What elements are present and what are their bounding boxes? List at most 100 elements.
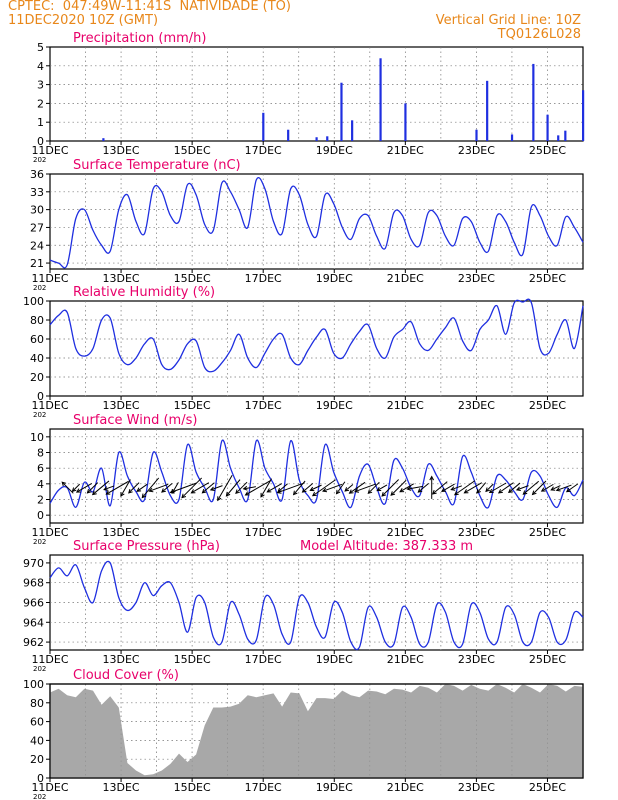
wind-arrow bbox=[508, 482, 521, 493]
x-tick-label: 11DEC bbox=[31, 526, 68, 539]
wind-arrow bbox=[451, 485, 463, 491]
x-tick-label: 13DEC bbox=[103, 526, 140, 539]
wind-arrow bbox=[106, 480, 129, 495]
wind-arrow bbox=[489, 482, 507, 493]
wind-arrow bbox=[354, 483, 377, 493]
y-tick-label: 24 bbox=[30, 239, 44, 252]
wind-arrow-head bbox=[235, 489, 240, 495]
precip-bar bbox=[557, 135, 560, 141]
x-tick-label: 25DEC bbox=[529, 526, 566, 539]
y-tick-label: 20 bbox=[30, 753, 44, 766]
wind-arrow-head bbox=[450, 486, 456, 491]
wind-arrow-head bbox=[86, 488, 92, 494]
series-line bbox=[49, 176, 584, 269]
wind-arrow-head bbox=[453, 490, 459, 496]
wind-arrow bbox=[344, 484, 354, 492]
wind-arrow bbox=[149, 483, 169, 492]
header-grid-code: TQ0126L028 bbox=[497, 27, 581, 42]
wind-arrow bbox=[210, 485, 223, 491]
x-tick-label: 21DEC bbox=[387, 781, 424, 794]
wind-arrow-head bbox=[148, 487, 154, 493]
y-tick-label: 966 bbox=[23, 597, 44, 610]
y-tick-label: 4 bbox=[37, 478, 44, 491]
wind-arrow bbox=[141, 477, 160, 498]
wind-arrow-head bbox=[507, 488, 513, 494]
series-line bbox=[49, 560, 584, 651]
y-tick-label: 10 bbox=[30, 431, 44, 444]
wind-arrow-head bbox=[141, 493, 147, 499]
x-tick-label: 19DEC bbox=[316, 653, 353, 666]
y-tick-label: 100 bbox=[23, 295, 44, 308]
wind-arrow bbox=[407, 485, 423, 490]
wind-arrow bbox=[556, 484, 572, 491]
wind-arrow bbox=[260, 478, 273, 498]
wind-arrow bbox=[566, 483, 579, 493]
x-tick-label: 17DEC bbox=[245, 272, 282, 285]
x-tick-label: 15DEC bbox=[174, 399, 211, 412]
wind-arrow-head bbox=[344, 487, 350, 492]
wind-arrow-head bbox=[522, 490, 528, 495]
wind-arrow-head bbox=[103, 486, 109, 491]
panel-title: Surface Temperature (nC) bbox=[73, 158, 241, 173]
wind-arrow bbox=[310, 484, 322, 491]
wind-arrow-head bbox=[309, 486, 315, 492]
y-tick-label: 30 bbox=[30, 204, 44, 217]
wind-arrow bbox=[87, 482, 99, 494]
wind-arrow-head bbox=[376, 486, 382, 492]
wind-arrow-head bbox=[209, 486, 215, 491]
precip-bar bbox=[510, 134, 514, 141]
wind-arrow bbox=[226, 479, 241, 497]
x-year-stub: 202 bbox=[33, 538, 46, 546]
wind-arrow-head bbox=[201, 488, 207, 494]
y-tick-label: 8 bbox=[37, 447, 44, 460]
x-tick-label: 13DEC bbox=[103, 781, 140, 794]
x-year-stub: 202 bbox=[33, 793, 46, 800]
y-tick-label: 962 bbox=[23, 636, 44, 649]
panel-frame bbox=[49, 683, 584, 779]
precip-bar bbox=[379, 58, 382, 141]
wind-arrow-head bbox=[136, 487, 142, 492]
wind-arrow bbox=[235, 481, 248, 494]
wind-arrow-head bbox=[565, 487, 571, 493]
y-tick-label: 60 bbox=[30, 716, 44, 729]
wind-arrow bbox=[541, 483, 554, 492]
wind-arrow bbox=[191, 482, 210, 494]
x-tick-label: 19DEC bbox=[316, 526, 353, 539]
wind-arrow-head bbox=[161, 488, 166, 493]
wind-arrow bbox=[120, 479, 131, 497]
wind-arrow bbox=[128, 482, 140, 494]
y-tick-label: 5 bbox=[37, 41, 44, 54]
wind-arrow-head bbox=[429, 475, 435, 481]
panel-frame bbox=[49, 173, 584, 270]
x-tick-label: 25DEC bbox=[529, 399, 566, 412]
wind-arrow-head bbox=[476, 488, 481, 494]
y-tick-label: 968 bbox=[23, 577, 44, 590]
y-tick-label: 6 bbox=[37, 462, 44, 475]
x-tick-label: 19DEC bbox=[316, 781, 353, 794]
y-tick-label: 0 bbox=[37, 772, 44, 785]
wind-arrow-head bbox=[531, 490, 537, 496]
wind-arrow bbox=[399, 483, 414, 493]
x-tick-label: 23DEC bbox=[458, 272, 495, 285]
wind-arrow-head bbox=[417, 488, 423, 493]
wind-arrow-head bbox=[217, 496, 222, 502]
x-year-stub: 202 bbox=[33, 156, 46, 164]
header-run-time: 11DEC2020 10Z (GMT) bbox=[8, 13, 159, 28]
x-tick-label: 11DEC bbox=[31, 272, 68, 285]
wind-arrow bbox=[532, 480, 547, 495]
wind-arrow bbox=[312, 479, 336, 497]
panel-title: Surface Wind (m/s) bbox=[73, 413, 197, 428]
wind-arrow-head bbox=[276, 489, 282, 494]
x-tick-label: 17DEC bbox=[245, 526, 282, 539]
x-tick-label: 19DEC bbox=[316, 272, 353, 285]
y-tick-label: 100 bbox=[23, 678, 44, 691]
wind-arrow-head bbox=[399, 488, 405, 493]
x-tick-label: 21DEC bbox=[387, 399, 424, 412]
wind-arrow bbox=[381, 479, 399, 497]
y-tick-label: 21 bbox=[30, 257, 44, 270]
x-tick-label: 23DEC bbox=[458, 526, 495, 539]
panel-title: Cloud Cover (%) bbox=[73, 668, 179, 683]
wind-arrow bbox=[103, 485, 115, 491]
y-tick-label: 4 bbox=[37, 60, 44, 73]
